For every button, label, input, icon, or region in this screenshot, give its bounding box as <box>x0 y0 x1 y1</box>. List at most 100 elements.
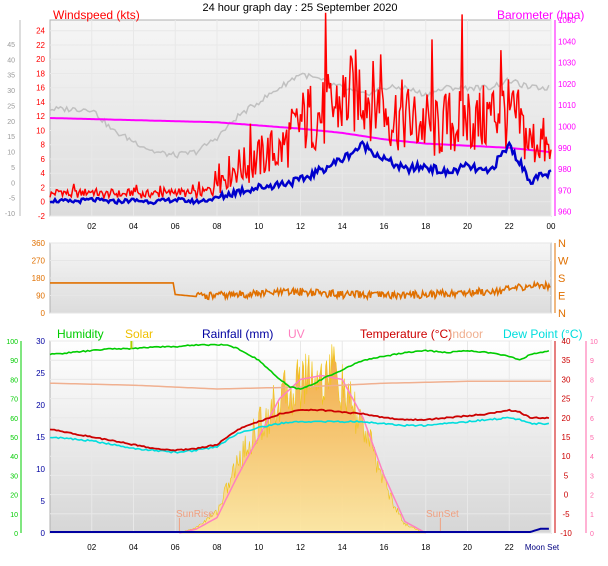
x-tick-label: 16 <box>380 543 389 552</box>
barometer-tick-label: 1010 <box>558 101 576 110</box>
temperature-tick-label: -5 <box>562 510 570 519</box>
x-tick-label: 04 <box>129 543 138 552</box>
rainfall-tick-label: 25 <box>36 369 45 378</box>
x-tick-label: 20 <box>463 222 472 231</box>
x-tick-label: 18 <box>421 543 430 552</box>
temperature-tick-label: -10 <box>560 529 572 538</box>
x-tick-label: 16 <box>380 222 389 231</box>
x-tick-label: 10 <box>254 222 263 231</box>
wind-tick-label: 20 <box>36 55 45 64</box>
uv-tick-label: 8 <box>590 377 594 384</box>
barometer-tick-label: 1050 <box>558 16 576 25</box>
x-tick-label: 02 <box>87 222 96 231</box>
humidity-tick-label: 30 <box>10 473 18 480</box>
rainfall-line <box>50 527 549 533</box>
humidity-tick-label: 50 <box>10 435 18 442</box>
humidity-tick-label: 10 <box>10 512 18 519</box>
far-left-tick-label: 10 <box>7 150 15 157</box>
wind-tick-label: 6 <box>41 155 46 164</box>
temperature-tick-label: 0 <box>564 491 569 500</box>
x-tick-label: 02 <box>87 543 96 552</box>
uv-tick-label: 6 <box>590 416 594 423</box>
legend-entry: Indoor <box>449 327 483 341</box>
direction-tick-label: 270 <box>32 257 46 266</box>
humidity-tick-label: 0 <box>14 531 18 538</box>
barometer-tick-label: 990 <box>558 144 572 153</box>
x-tick-label: 06 <box>171 222 180 231</box>
uv-tick-label: 1 <box>590 512 594 519</box>
direction-tick-label: 0 <box>41 309 46 318</box>
uv-tick-label: 0 <box>590 531 594 538</box>
sunset-label: SunSet <box>426 509 459 520</box>
uv-tick-label: 2 <box>590 493 594 500</box>
temperature-tick-label: 15 <box>562 433 571 442</box>
x-tick-label: 08 <box>213 543 222 552</box>
far-left-tick-label: 20 <box>7 119 15 126</box>
humidity-line <box>49 343 550 390</box>
x-tick-label: 20 <box>463 543 472 552</box>
wind-tick-label: 22 <box>36 41 45 50</box>
barometer-axis-label: Barometer (hpa) <box>497 8 584 22</box>
far-left-tick-label: 30 <box>7 88 15 95</box>
x-tick-label: 06 <box>171 543 180 552</box>
humidity-tick-label: 40 <box>10 454 18 461</box>
x-tick-label: 12 <box>296 543 305 552</box>
x-tick-label: 12 <box>296 222 305 231</box>
compass-tick-label: W <box>558 256 569 268</box>
barometer-tick-label: 970 <box>558 186 572 195</box>
far-left-tick-label: 5 <box>11 165 15 172</box>
temperature-tick-label: 20 <box>562 414 571 423</box>
compass-tick-label: N <box>558 238 566 250</box>
temperature-tick-label: 10 <box>562 452 571 461</box>
temperature-tick-label: 30 <box>562 375 571 384</box>
rainfall-tick-label: 0 <box>41 529 46 538</box>
barometer-tick-label: 1020 <box>558 80 576 89</box>
direction-tick-label: 360 <box>32 239 46 248</box>
x-tick-label: 04 <box>129 222 138 231</box>
rainfall-tick-label: 20 <box>36 401 45 410</box>
wind-tick-label: 16 <box>36 84 45 93</box>
uv-line <box>179 374 427 534</box>
wind-tick-label: 24 <box>36 27 45 36</box>
x-tick-label: 08 <box>213 222 222 231</box>
moon-set-label: Moon Set <box>525 543 560 552</box>
compass-tick-label: E <box>558 291 565 303</box>
wind-tick-label: -2 <box>38 212 46 221</box>
x-tick-label: 00 <box>547 222 556 231</box>
dew-point-line <box>49 416 550 454</box>
x-tick-label: 10 <box>254 543 263 552</box>
far-left-tick-label: 0 <box>11 180 15 187</box>
x-tick-label: 22 <box>505 543 514 552</box>
rainfall-tick-label: 5 <box>41 497 46 506</box>
compass-tick-label: S <box>558 273 565 285</box>
uv-tick-label: 4 <box>590 454 594 461</box>
far-left-tick-label: 15 <box>7 134 15 141</box>
wind-tick-label: 14 <box>36 98 45 107</box>
temperature-tick-label: 40 <box>562 337 571 346</box>
x-tick-label: 14 <box>338 543 347 552</box>
humidity-tick-label: 20 <box>10 493 18 500</box>
wind-average-line <box>49 140 552 206</box>
direction-tick-label: 180 <box>32 274 46 283</box>
legend-entry: Dew Point (°C) <box>503 327 582 341</box>
humidity-tick-label: 90 <box>10 358 18 365</box>
rainfall-tick-label: 10 <box>36 465 45 474</box>
x-tick-label: 14 <box>338 222 347 231</box>
wind-tick-label: 4 <box>41 169 46 178</box>
uv-tick-label: 10 <box>590 339 598 346</box>
far-left-tick-label: 25 <box>7 103 15 110</box>
legend-entry: Solar <box>125 327 153 341</box>
temperature-line <box>49 408 550 452</box>
temperature-tick-label: 25 <box>562 395 571 404</box>
rainfall-tick-label: 30 <box>36 337 45 346</box>
legend-entry: UV <box>288 327 305 341</box>
rainfall-tick-label: 15 <box>36 433 45 442</box>
barometer-tick-label: 1040 <box>558 37 576 46</box>
chart-title: 24 hour graph day : 25 September 2020 <box>202 2 397 14</box>
temp-humidity-solar-panel: Humidity Solar Rainfall (mm) UV Temperature … <box>6 327 598 552</box>
uv-tick-label: 7 <box>590 397 594 404</box>
barometer-tick-label: 1000 <box>558 123 576 132</box>
